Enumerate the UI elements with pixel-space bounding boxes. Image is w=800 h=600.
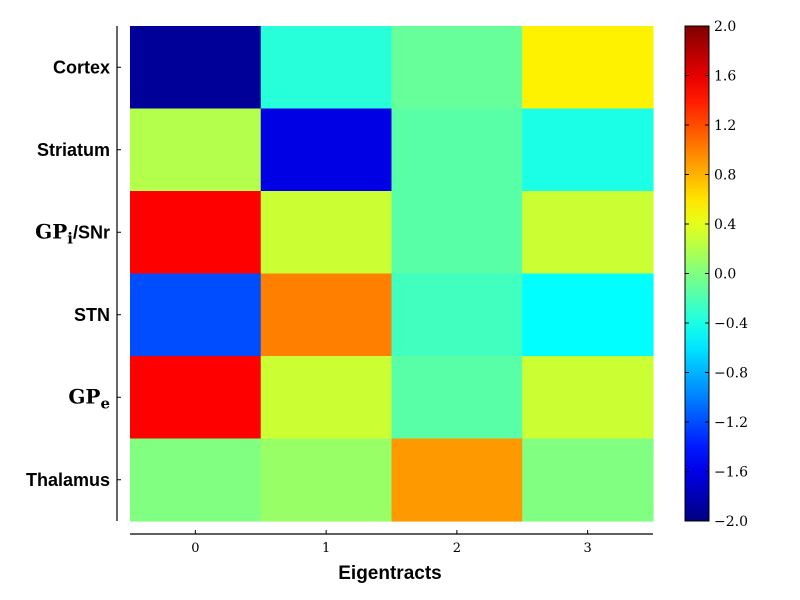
heatmap-cell: [260, 191, 393, 275]
colorbar-tick-label: −0.8: [714, 366, 748, 382]
heatmap-cell: [391, 191, 523, 275]
heatmap-cell: [260, 356, 393, 440]
colorbar-tick-label: −2.0: [714, 514, 748, 530]
heatmap-cell: [522, 108, 654, 192]
heatmap-cell: [130, 26, 262, 110]
heatmap-cell: [130, 438, 262, 522]
y-tick-label: GPi/SNr: [35, 219, 110, 247]
heatmap-cell: [522, 191, 654, 275]
colorbar-tick-label: −1.6: [714, 465, 748, 481]
heatmap-cell: [522, 438, 654, 522]
heatmap-cell: [391, 356, 523, 440]
x-axis-title: Eigentracts: [338, 563, 441, 584]
x-tick-label: 1: [322, 541, 330, 556]
heatmap-cell: [391, 108, 523, 192]
y-tick-label: Cortex: [53, 57, 110, 77]
x-axis: 0 1 2 3: [130, 530, 653, 556]
y-tick-label: Thalamus: [26, 470, 110, 490]
heatmap-cell: [260, 108, 393, 192]
y-tick-label: STN: [74, 305, 110, 325]
heatmap-cell: [391, 273, 523, 357]
y-tick-label: Striatum: [37, 140, 110, 160]
heatmap-cell: [130, 356, 262, 440]
colorbar-tick-label: 1.2: [714, 118, 736, 134]
x-tick-label: 3: [583, 541, 591, 556]
heatmap-cell: [391, 26, 523, 110]
colorbar: −2.0 −1.6 −1.2 −0.8 −0.4 0.0 0.4 0.8 1.2 1.6 2.0: [684, 19, 748, 530]
heatmap-cell: [130, 108, 262, 192]
colorbar-tick-label: 0.0: [714, 267, 736, 283]
heatmap-cell: [260, 26, 393, 110]
colorbar-tick-label: 2.0: [714, 19, 736, 35]
heatmap-cell: [522, 273, 654, 357]
heatmap-cell: [522, 26, 654, 110]
colorbar-tick-label: −0.4: [714, 316, 748, 332]
colorbar-tick-label: 0.8: [714, 168, 736, 184]
colorbar-tick-label: 1.6: [714, 69, 736, 85]
colorbar-tick-label: 0.4: [714, 217, 736, 233]
heatmap-cell: [260, 438, 393, 522]
y-tick-label: GPe: [68, 384, 110, 412]
heatmap-cell: [130, 191, 262, 275]
heatmap-cell: [391, 438, 523, 522]
heatmap-cells: [130, 26, 654, 522]
colorbar-tick-label: −1.2: [714, 415, 748, 431]
x-tick-label: 2: [453, 541, 461, 556]
heatmap-cell: [522, 356, 654, 440]
heatmap-cell: [260, 273, 393, 357]
heatmap-cell: [130, 273, 262, 357]
x-tick-label: 0: [191, 541, 199, 556]
y-axis: Cortex Striatum GPi/SNr STN GPe Thalamus: [26, 26, 121, 521]
